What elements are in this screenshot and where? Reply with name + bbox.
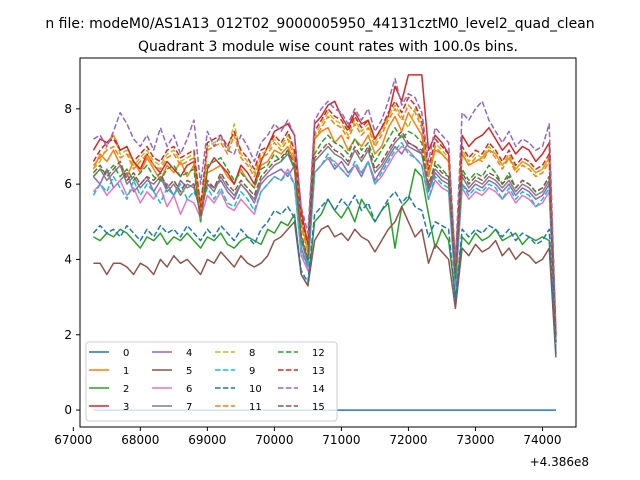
- x-tick-label: 69000: [188, 433, 226, 447]
- legend-label-1: 1: [123, 366, 129, 377]
- x-offset-label: +4.386e8: [530, 455, 589, 469]
- series-line-11: [92, 104, 557, 339]
- x-tick-label: 73000: [456, 433, 494, 447]
- legend-label-0: 0: [123, 348, 129, 359]
- series-line-3: [92, 74, 557, 335]
- x-tick-label: 72000: [389, 433, 427, 447]
- legend-label-6: 6: [186, 384, 192, 395]
- legend-box: [85, 341, 338, 422]
- legend-label-7: 7: [186, 402, 192, 413]
- x-tick-label: 70000: [255, 433, 293, 447]
- series-line-7: [92, 134, 557, 343]
- y-tick-label: 4: [64, 252, 72, 266]
- series-line-5: [93, 205, 557, 358]
- series-line-6: [92, 145, 557, 347]
- series-line-10: [92, 190, 557, 354]
- series-line-15: [92, 130, 557, 343]
- legend-label-12: 12: [312, 348, 325, 359]
- legend-label-10: 10: [249, 384, 262, 395]
- legend-label-4: 4: [186, 348, 192, 359]
- legend-label-9: 9: [249, 366, 255, 377]
- legend-label-5: 5: [186, 366, 192, 377]
- series-line-13: [92, 96, 557, 335]
- figure-suptitle: n file: modeM0/AS1A13_012T02_9000005950_…: [45, 16, 594, 32]
- legend-label-14: 14: [312, 384, 325, 395]
- x-tick-label: 68000: [121, 433, 159, 447]
- y-tick-label: 6: [64, 177, 72, 191]
- series-line-8: [92, 104, 557, 339]
- legend-label-2: 2: [123, 384, 129, 395]
- y-tick-label: 0: [64, 403, 72, 417]
- chart-title: Quadrant 3 module wise count rates with …: [138, 39, 518, 55]
- x-tick-label: 71000: [322, 433, 360, 447]
- y-tick-label: 2: [64, 328, 72, 342]
- legend-label-8: 8: [249, 348, 255, 359]
- legend-label-13: 13: [312, 366, 325, 377]
- plot-frame: [79, 57, 577, 428]
- legend-label-15: 15: [312, 402, 325, 413]
- series-line-9: [92, 141, 557, 347]
- series-layer: [92, 74, 557, 411]
- x-tick-label: 74000: [523, 433, 561, 447]
- x-tick-label: 67000: [54, 433, 92, 447]
- legend-label-3: 3: [123, 402, 129, 413]
- axis-ticks: 67000 68000 69000 70000 71000 72000 73000 74000…: [54, 102, 561, 447]
- series-line-14: [93, 77, 557, 332]
- legend-label-11: 11: [249, 402, 262, 413]
- y-tick-label: 8: [64, 102, 72, 116]
- series-line-2: [93, 168, 557, 354]
- series-line-12: [92, 126, 557, 343]
